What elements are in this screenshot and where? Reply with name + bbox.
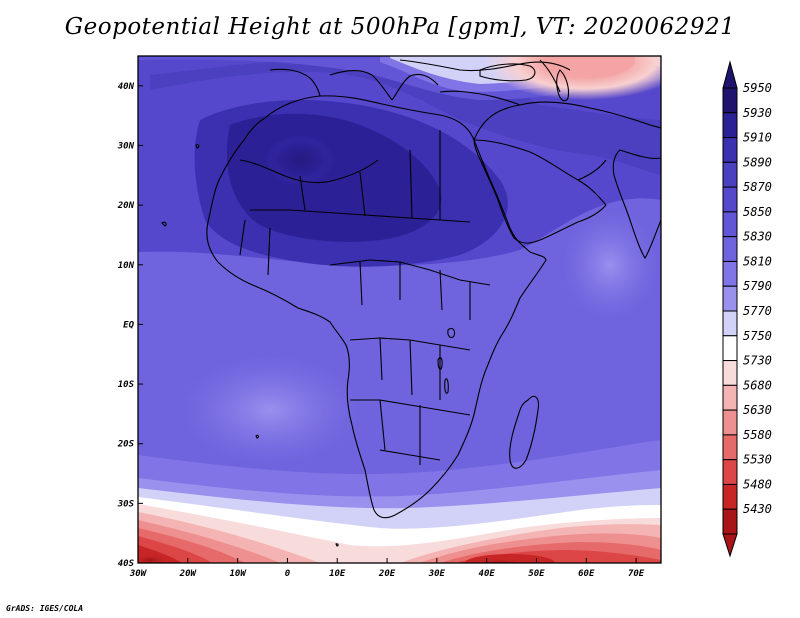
plot-frame xyxy=(137,55,662,564)
lat-ticks xyxy=(138,85,143,564)
colorbar-swatch xyxy=(722,335,738,362)
lat-label: 40S xyxy=(118,559,135,569)
colorbar-label: 5750 xyxy=(743,329,772,343)
colorbar-swatch xyxy=(722,260,738,287)
colorbar-label: 5870 xyxy=(743,180,772,194)
colorbar-label: 5950 xyxy=(743,81,772,95)
lon-label: 10W xyxy=(229,569,247,579)
colorbar-label: 5810 xyxy=(743,254,772,268)
lat-label: EQ xyxy=(123,320,134,330)
colorbar-label: 5890 xyxy=(743,155,772,169)
lon-label: 20W xyxy=(179,569,198,579)
colorbar-label: 5850 xyxy=(743,205,772,219)
lon-label: 0 xyxy=(285,569,291,579)
colorbar-swatch xyxy=(722,285,738,312)
lat-label: 40N xyxy=(118,82,135,92)
colorbar-top-arrow xyxy=(722,60,738,89)
coastlines xyxy=(161,59,661,547)
colorbar-label: 5480 xyxy=(743,477,772,491)
lat-label: 30S xyxy=(117,499,135,509)
colorbar-swatch xyxy=(722,360,738,386)
colorbar-label: 5630 xyxy=(743,403,772,417)
colorbar-swatch xyxy=(722,434,738,461)
lat-label: 10N xyxy=(118,261,135,271)
colorbar-swatch xyxy=(722,161,738,188)
lon-label: 30E xyxy=(428,569,446,579)
colorbar-label: 5830 xyxy=(743,230,772,244)
geopotential-field xyxy=(138,56,661,563)
colorbar-swatch xyxy=(722,483,738,510)
lat-label: 10S xyxy=(118,380,135,390)
colorbar-swatch xyxy=(722,137,738,163)
lat-label: 30N xyxy=(117,141,135,151)
colorbar-label: 5910 xyxy=(743,131,772,145)
lat-label: 20N xyxy=(117,201,135,211)
lon-ticks xyxy=(137,558,637,563)
lon-label: 50E xyxy=(528,569,545,579)
colorbar-swatch xyxy=(722,236,738,262)
colorbar-label: 5680 xyxy=(743,378,772,392)
lon-label: 40E xyxy=(479,569,496,579)
lat-labels: 40N 30N 20N 10N EQ 10S 20S 30S 40S xyxy=(117,82,135,569)
colorbar: 5950 5930 5910 5890 5870 5850 5830 5810 5790 5770… xyxy=(722,60,772,558)
colorbar-swatch xyxy=(722,459,738,485)
lat-label: 20S xyxy=(117,440,135,450)
colorbar-swatch xyxy=(722,211,738,238)
map-title: Geopotential Height at 500hPa [gpm], VT:… xyxy=(64,14,736,40)
colorbar-swatch xyxy=(722,409,738,436)
colorbar-bottom-arrow xyxy=(722,533,738,558)
lon-label: 20E xyxy=(378,569,396,579)
lon-labels: 30W 20W 10W 0 10E 20E 30E 40E 50E 60E 70E xyxy=(129,569,645,579)
lon-label: 10E xyxy=(329,569,346,579)
credit-label: GrADS: IGES/COLA xyxy=(6,604,84,613)
colorbar-label: 5770 xyxy=(743,304,772,318)
colorbar-label: 5790 xyxy=(743,279,772,293)
colorbar-swatch xyxy=(722,508,738,535)
colorbar-label: 5730 xyxy=(743,354,772,368)
colorbar-swatch xyxy=(722,310,738,337)
lon-label: 70E xyxy=(628,569,645,579)
lon-label: 30W xyxy=(129,569,148,579)
colorbar-swatch xyxy=(722,384,738,411)
colorbar-label: 5430 xyxy=(743,502,772,516)
colorbar-swatch xyxy=(722,112,738,139)
colorbar-swatch xyxy=(722,87,738,114)
colorbar-label: 5580 xyxy=(743,428,772,442)
colorbar-swatch xyxy=(722,186,738,213)
colorbar-label: 5930 xyxy=(743,106,772,120)
lon-label: 60E xyxy=(578,569,595,579)
colorbar-label: 5530 xyxy=(743,453,772,467)
